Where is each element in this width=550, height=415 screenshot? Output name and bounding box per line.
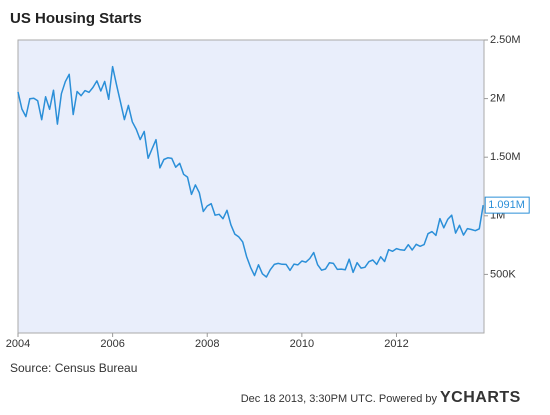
- value-label: 1.091M: [488, 199, 525, 211]
- y-tick-label: 500K: [490, 268, 516, 280]
- plot-area: [17, 39, 485, 334]
- x-tick-label: 2006: [100, 338, 124, 350]
- x-tick-label: 2008: [195, 338, 219, 350]
- brand-logo: YCHARTS: [440, 389, 521, 406]
- footer: Dec 18 2013, 3:30PM UTC. Powered by: [241, 393, 438, 405]
- x-tick-label: 2012: [384, 338, 408, 350]
- x-tick-label: 2010: [290, 338, 314, 350]
- y-tick-label: 1.50M: [490, 151, 521, 163]
- y-tick-label: 2.50M: [490, 34, 521, 46]
- value-label-box: [484, 196, 530, 214]
- x-tick-label: 2004: [6, 338, 30, 350]
- line: [17, 65, 484, 278]
- source: Source: Census Bureau: [10, 361, 137, 375]
- chart-title: US Housing Starts: [10, 10, 142, 27]
- y-tick-label: 2M: [490, 93, 505, 105]
